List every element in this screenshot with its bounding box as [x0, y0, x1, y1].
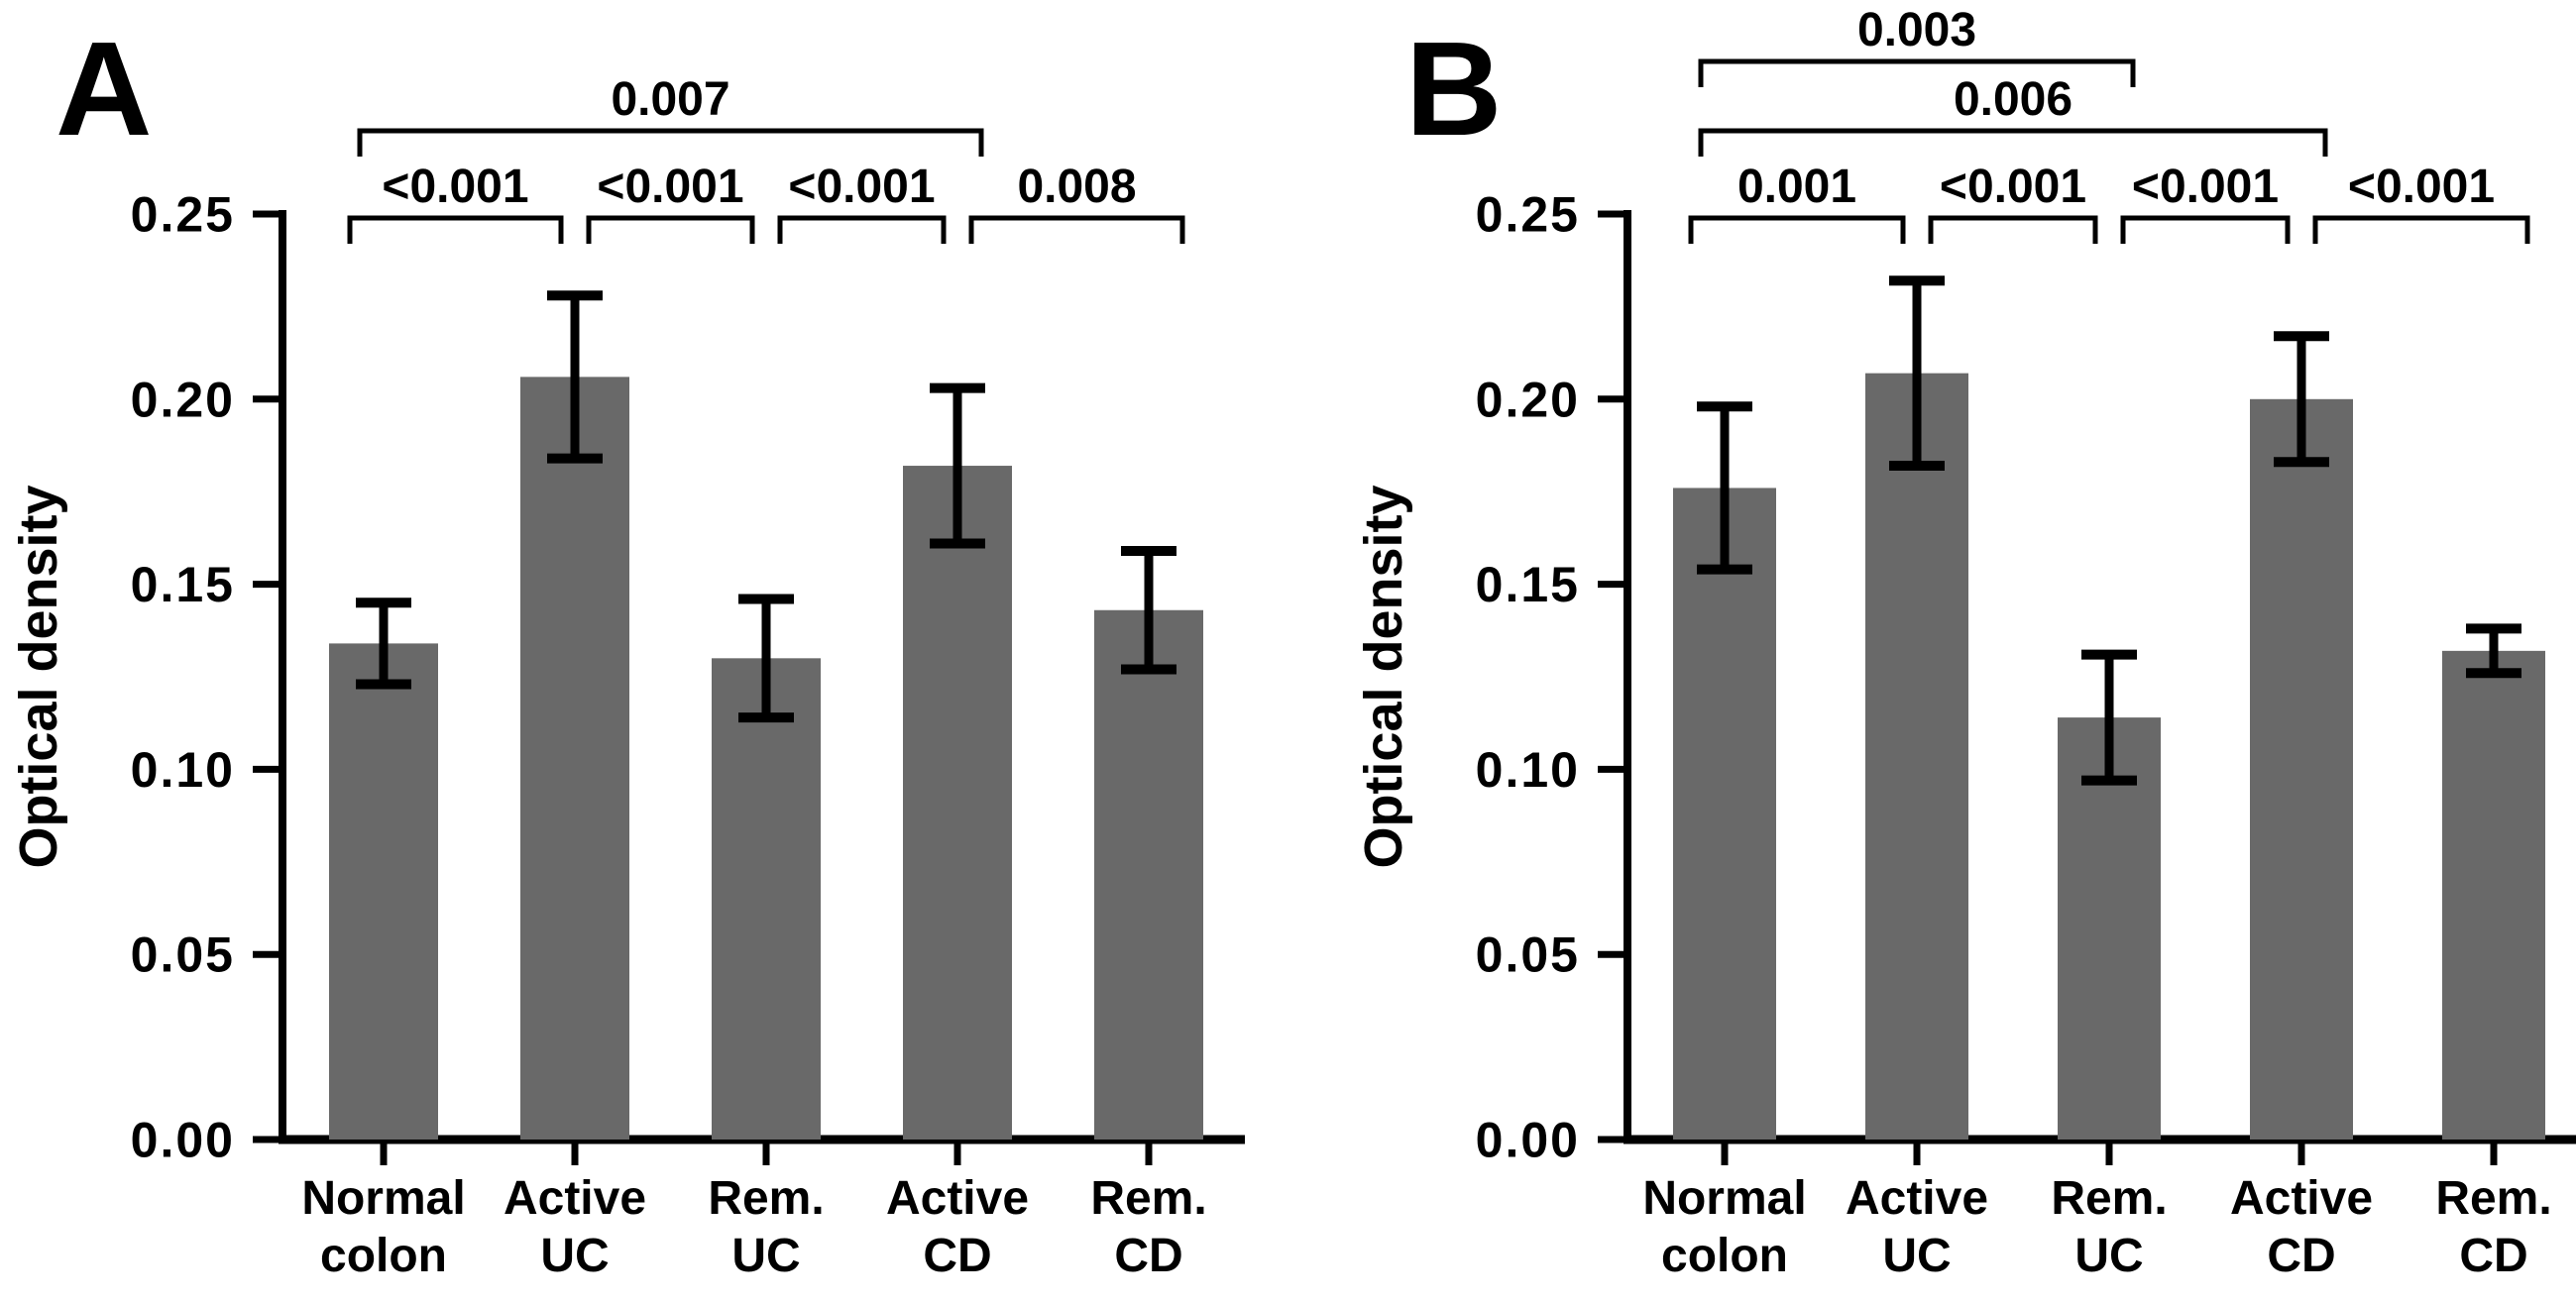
significance-p-value: <0.001 — [2348, 161, 2495, 213]
significance-bracket — [968, 215, 1185, 244]
category-label-line1: Active — [2230, 1172, 2373, 1225]
bar — [903, 466, 1012, 1141]
significance-p-value: <0.001 — [1940, 161, 2086, 213]
category-label-line2: CD — [2459, 1230, 2527, 1282]
significance-p-value: 0.007 — [611, 73, 729, 126]
category-label-line1: Active — [504, 1172, 646, 1225]
bar — [2058, 717, 2161, 1140]
y-tick-label: 0.00 — [1476, 1113, 1580, 1168]
bar — [2250, 398, 2353, 1140]
category-label-line2: CD — [2267, 1230, 2335, 1282]
bar — [1865, 373, 1968, 1140]
panel-B: B 0.00 0.05 0.10 0.15 0.20 0.25 Normal colon Act… — [1288, 0, 2576, 1305]
significance-bracket — [2312, 215, 2530, 244]
category-label-line1: Rem. — [708, 1172, 824, 1225]
y-tick-label: 0.10 — [131, 742, 235, 798]
panel-A: A 0.00 0.05 0.10 0.15 0.20 0.25 Normal colon Act… — [9, 14, 1245, 1282]
significance-p-value: 0.008 — [1017, 161, 1136, 213]
significance-bracket — [1688, 215, 1906, 244]
category-label-line2: UC — [2074, 1230, 2143, 1282]
category-label-line2: UC — [731, 1230, 800, 1282]
y-tick-label: 0.10 — [1476, 742, 1580, 798]
bar — [2442, 650, 2545, 1140]
category-label-line2: colon — [320, 1230, 447, 1282]
significance-bracket — [586, 215, 755, 244]
significance-bracket — [1698, 58, 2136, 87]
y-tick-label: 0.00 — [131, 1113, 235, 1168]
significance-p-value: <0.001 — [382, 161, 528, 213]
significance-p-value: <0.001 — [2132, 161, 2279, 213]
bar — [329, 643, 438, 1140]
significance-p-value: 0.006 — [1954, 73, 2072, 126]
significance-bracket — [2120, 215, 2291, 244]
y-tick-label: 0.15 — [1476, 557, 1580, 612]
y-tick-label: 0.25 — [131, 187, 235, 243]
significance-bracket — [357, 128, 984, 157]
category-label-line1: Normal — [1642, 1172, 1806, 1225]
category-label-line1: Active — [886, 1172, 1029, 1225]
category-label-line2: colon — [1661, 1230, 1788, 1282]
y-tick-label: 0.25 — [1476, 187, 1580, 243]
y-tick-label: 0.05 — [1476, 927, 1580, 983]
y-tick-label: 0.15 — [131, 557, 235, 612]
category-label-line2: UC — [540, 1230, 609, 1282]
significance-bracket — [777, 215, 947, 244]
y-tick-label: 0.20 — [131, 372, 235, 427]
bar — [1673, 488, 1776, 1140]
significance-p-value: 0.003 — [1857, 4, 1976, 56]
y-tick-label: 0.20 — [1476, 372, 1580, 427]
significance-bracket — [1698, 128, 2328, 157]
significance-bracket — [347, 215, 564, 244]
category-label-line2: UC — [1882, 1230, 1951, 1282]
category-label-line1: Rem. — [1090, 1172, 1206, 1225]
significance-p-value: <0.001 — [597, 161, 743, 213]
category-label-line2: CD — [1114, 1230, 1182, 1282]
category-label-line1: Rem. — [2435, 1172, 2551, 1225]
category-label-line1: Active — [1846, 1172, 1988, 1225]
panel-label-A: A — [56, 14, 153, 163]
y-axis-title: Optical density — [9, 485, 68, 868]
significance-bracket — [1928, 215, 2098, 244]
category-label-line2: CD — [923, 1230, 991, 1282]
category-label-line1: Rem. — [2051, 1172, 2167, 1225]
bar — [712, 658, 821, 1140]
y-axis-title: Optical density — [1354, 485, 1413, 868]
significance-p-value: <0.001 — [788, 161, 935, 213]
y-tick-label: 0.05 — [131, 927, 235, 983]
bar — [1094, 609, 1203, 1140]
category-label-line1: Normal — [301, 1172, 465, 1225]
panel-label-B: B — [1405, 14, 1503, 163]
significance-p-value: 0.001 — [1737, 161, 1856, 213]
bar — [520, 377, 629, 1140]
